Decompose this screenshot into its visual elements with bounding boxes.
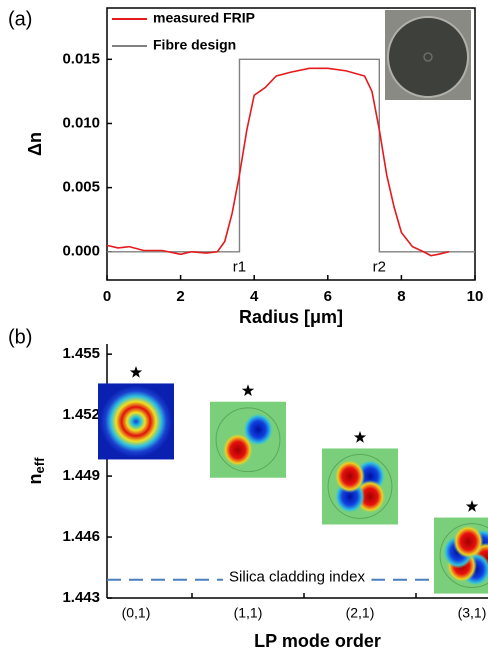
y-tick-label: 0.005 [62,179,100,196]
label-background [223,576,372,583]
mode-image [434,517,488,594]
x-tick-label: (2,1) [346,605,375,621]
data-point [353,430,367,443]
series-line [106,67,450,257]
y-axis-label: neff [25,457,48,485]
panel-label: (a) [8,8,32,30]
mode-image [210,401,286,478]
x-axis-label: LP mode order [254,631,381,651]
x-tick-label: (3,1) [458,605,487,621]
mode-image [322,448,398,525]
mode-lobe [453,524,484,559]
mode-lobe [334,459,365,493]
mode-lobe [243,412,274,447]
y-tick-label: 1.455 [62,345,100,362]
mode-lobe [222,433,253,467]
panel-label: (b) [8,326,32,348]
x-axis-label: Radius [μm] [239,307,343,327]
y-axis-label-sub: eff [32,457,47,474]
y-tick-label: 0.010 [62,114,100,131]
y-tick-label: 1.452 [62,406,100,423]
x-tick-label: 4 [250,288,259,305]
mode-core [327,454,393,519]
annotation: r1 [233,259,246,276]
y-tick-label: 1.443 [62,589,100,606]
data-point [241,384,255,396]
inset-photo [385,10,471,100]
y-tick-label: 1.446 [62,528,100,545]
x-tick-label: (1,1) [234,605,263,621]
mode-core [439,523,488,588]
annotation: r2 [373,259,386,276]
mode-core [215,407,281,473]
y-axis-label-main: n [25,473,45,484]
x-tick-label: 0 [103,288,111,305]
x-tick-label: 6 [324,288,332,305]
x-tick-label: 8 [397,288,405,305]
x-tick-label: 10 [467,288,484,305]
y-tick-label: 0.015 [62,50,100,67]
y-tick-label: 0.000 [62,243,100,260]
plot-frame [106,7,476,281]
legend-label: measured FRIP [153,10,255,26]
data-point [465,500,479,512]
reference-label: Silica cladding index [229,569,365,586]
x-tick-label: 2 [176,288,184,305]
data-point [129,365,143,378]
x-tick-label: (0,1) [122,605,151,621]
mode-image [98,383,174,460]
mode-ring [100,385,172,458]
legend-label: Fibre design [153,37,236,53]
y-tick-label: 1.449 [62,467,100,484]
y-axis-label: Δn [25,132,45,156]
